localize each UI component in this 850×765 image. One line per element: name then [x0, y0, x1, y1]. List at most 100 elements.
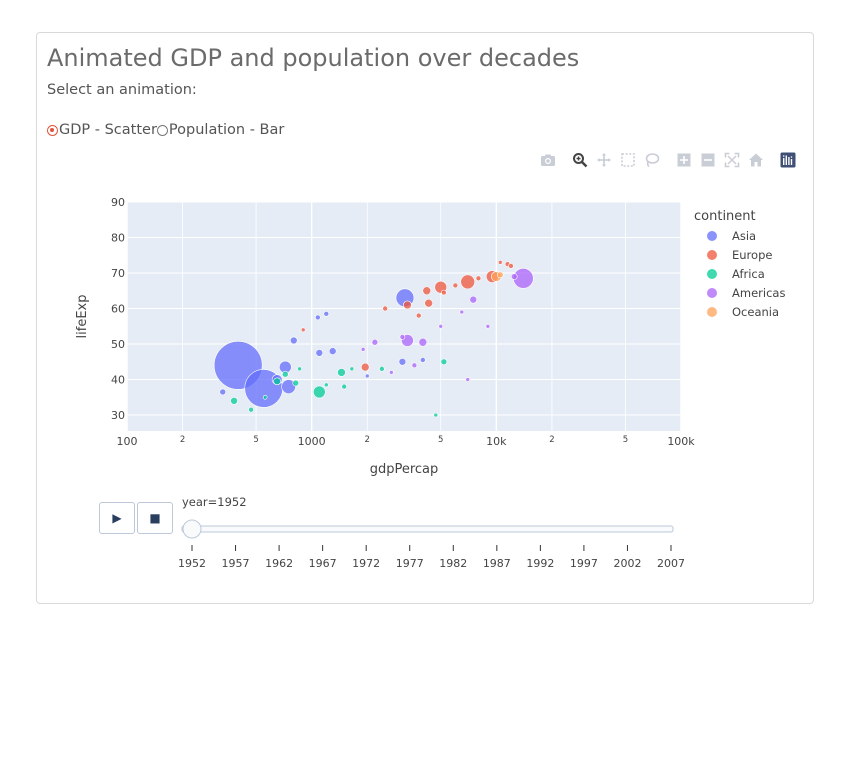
slider-step-label[interactable]: 2002 [613, 557, 641, 570]
plot-area[interactable] [127, 202, 681, 431]
x-tick-label: 5 [253, 435, 258, 445]
radio-unselected-icon[interactable] [156, 124, 168, 136]
point-africa[interactable] [248, 406, 254, 413]
slider-step-label[interactable]: 1997 [570, 557, 598, 570]
point-europe[interactable] [424, 298, 433, 308]
point-americas[interactable] [438, 323, 444, 329]
point-asia[interactable] [420, 357, 426, 363]
slider-step-label[interactable]: 1972 [352, 557, 380, 570]
point-asia[interactable] [281, 379, 296, 394]
point-americas[interactable] [411, 362, 418, 369]
zoom-out-icon[interactable] [698, 150, 718, 170]
point-africa[interactable] [282, 370, 289, 378]
point-africa[interactable] [292, 379, 300, 387]
animation-radio-group: GDP - Scatter Population - Bar [47, 122, 284, 138]
point-americas[interactable] [360, 347, 366, 352]
home-icon[interactable] [746, 150, 766, 170]
slider-step-label[interactable]: 1962 [265, 557, 293, 570]
point-africa[interactable] [440, 358, 448, 366]
point-africa[interactable] [323, 382, 329, 388]
legend[interactable]: continent Asia Europe Africa Americas Oceani… [694, 209, 785, 319]
point-europe[interactable] [460, 274, 476, 290]
y-tick-label: 50 [111, 338, 125, 351]
lasso-icon[interactable] [642, 150, 662, 170]
point-africa[interactable] [262, 394, 268, 400]
point-europe[interactable] [300, 327, 306, 333]
play-button[interactable]: ▶ [99, 502, 135, 534]
point-africa[interactable] [230, 397, 238, 405]
radio-gdp-scatter[interactable]: GDP - Scatter [47, 122, 157, 138]
point-europe[interactable] [475, 275, 482, 282]
slider-step-label[interactable]: 2007 [657, 557, 685, 570]
point-americas[interactable] [389, 370, 394, 375]
slider-step-label[interactable]: 1982 [439, 557, 467, 570]
point-americas[interactable] [371, 338, 379, 346]
point-europe[interactable] [415, 312, 422, 319]
point-africa[interactable] [349, 366, 355, 372]
legend-item-asia[interactable]: Asia [732, 229, 756, 243]
camera-icon[interactable] [538, 150, 558, 170]
point-europe[interactable] [403, 300, 412, 310]
point-americas[interactable] [399, 334, 406, 340]
point-asia[interactable] [315, 349, 324, 357]
point-asia[interactable] [219, 388, 227, 396]
legend-item-europe[interactable]: Europe [732, 248, 772, 262]
autoscale-icon[interactable] [722, 150, 742, 170]
radio-label-population-bar: Population - Bar [168, 122, 285, 138]
point-oceania[interactable] [496, 271, 504, 279]
point-asia[interactable] [364, 373, 370, 379]
slider-step-label[interactable]: 1992 [526, 557, 554, 570]
point-europe[interactable] [360, 362, 370, 372]
zoom-icon[interactable] [570, 150, 590, 170]
point-americas[interactable] [469, 295, 478, 304]
point-europe[interactable] [422, 286, 432, 296]
legend-item-oceania[interactable]: Oceania [732, 305, 779, 319]
radio-population-bar[interactable]: Population - Bar [156, 122, 285, 138]
y-axis-ticks: 30 40 50 60 70 80 90 [111, 196, 125, 422]
point-europe[interactable] [452, 282, 459, 289]
point-europe[interactable] [382, 305, 388, 312]
point-africa[interactable] [297, 366, 302, 372]
point-asia[interactable] [323, 311, 330, 317]
point-europe[interactable] [508, 263, 514, 269]
slider-step-label[interactable]: 1967 [309, 557, 337, 570]
point-asia[interactable] [315, 314, 321, 321]
pan-icon[interactable] [594, 150, 614, 170]
stop-button[interactable]: ■ [137, 502, 173, 534]
legend-item-africa[interactable]: Africa [732, 267, 765, 281]
slider-step-label[interactable]: 1977 [396, 557, 424, 570]
point-asia[interactable] [398, 357, 407, 366]
point-africa[interactable] [341, 383, 347, 390]
point-africa[interactable] [313, 385, 326, 399]
radio-selected-icon[interactable] [47, 124, 58, 136]
point-asia[interactable] [328, 347, 337, 355]
point-americas[interactable] [485, 323, 491, 329]
x-tick-label: 5 [623, 435, 628, 445]
x-axis-title: gdpPercap [370, 462, 439, 477]
year-slider[interactable]: 1952 1957 1962 1967 1972 1977 1982 1987 1992 1997… [178, 519, 685, 570]
slider-step-label[interactable]: 1952 [178, 557, 206, 570]
x-tick-label: 1000 [298, 435, 326, 448]
point-africa[interactable] [433, 412, 439, 418]
point-europe[interactable] [441, 289, 447, 296]
point-africa[interactable] [273, 377, 281, 386]
point-americas[interactable] [459, 309, 465, 315]
point-americas[interactable] [465, 377, 471, 382]
slider-handle[interactable] [182, 519, 202, 539]
point-asia[interactable] [289, 336, 298, 345]
radio-label-gdp-scatter: GDP - Scatter [59, 122, 157, 138]
box-select-icon[interactable] [618, 150, 638, 170]
zoom-in-icon[interactable] [674, 150, 694, 170]
point-americas[interactable] [510, 273, 518, 280]
point-americas[interactable] [418, 337, 428, 347]
slider-step-label[interactable]: 1957 [222, 557, 250, 570]
point-europe[interactable] [497, 260, 503, 265]
slider-rail[interactable] [181, 525, 674, 533]
data-points [213, 260, 534, 418]
point-africa[interactable] [337, 368, 346, 377]
slider-step-label[interactable]: 1987 [483, 557, 511, 570]
point-africa[interactable] [379, 366, 385, 372]
slider-current-value: year=1952 [182, 495, 247, 509]
legend-item-americas[interactable]: Americas [732, 286, 785, 300]
plotly-logo-icon[interactable] [778, 150, 798, 170]
